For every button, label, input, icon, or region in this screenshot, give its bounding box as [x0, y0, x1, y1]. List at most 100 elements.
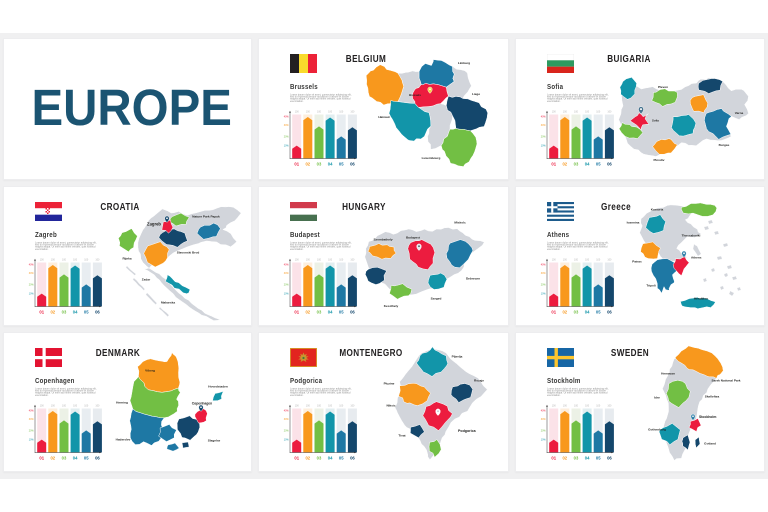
- svg-text:Ioannina: Ioannina: [627, 221, 640, 225]
- svg-text:02: 02: [562, 162, 567, 167]
- svg-text:03: 03: [317, 456, 322, 461]
- svg-text:100: 100: [317, 259, 322, 262]
- svg-text:Zadar: Zadar: [142, 278, 151, 282]
- svg-text:Stockholm: Stockholm: [699, 415, 716, 419]
- svg-text:20%: 20%: [284, 430, 290, 433]
- svg-text:01: 01: [294, 162, 299, 167]
- svg-text:100: 100: [328, 405, 333, 408]
- svg-text:05: 05: [84, 310, 89, 315]
- svg-text:100: 100: [306, 259, 311, 262]
- svg-text:100: 100: [585, 259, 590, 262]
- svg-text:100: 100: [328, 111, 333, 114]
- svg-text:100: 100: [295, 259, 300, 262]
- svg-text:Viborg: Viborg: [145, 369, 155, 373]
- svg-text:02: 02: [562, 310, 567, 315]
- svg-text:06: 06: [350, 162, 355, 167]
- svg-text:Tivat: Tivat: [398, 434, 405, 438]
- svg-text:100: 100: [574, 111, 579, 114]
- svg-text:01: 01: [39, 456, 44, 461]
- svg-text:05: 05: [596, 162, 601, 167]
- svg-text:05: 05: [339, 162, 344, 167]
- svg-text:100: 100: [73, 405, 78, 408]
- svg-text:05: 05: [84, 456, 89, 461]
- svg-text:Pluzine: Pluzine: [384, 382, 395, 386]
- svg-text:01: 01: [551, 162, 556, 167]
- svg-text:Skelleftea: Skelleftea: [705, 395, 720, 399]
- svg-text:100: 100: [574, 405, 579, 408]
- svg-text:30%: 30%: [541, 418, 547, 421]
- svg-text:100: 100: [596, 405, 601, 408]
- svg-text:100: 100: [552, 405, 557, 408]
- svg-text:30%: 30%: [29, 418, 35, 421]
- svg-text:30%: 30%: [541, 272, 547, 275]
- svg-text:100: 100: [339, 405, 344, 408]
- svg-text:40%: 40%: [284, 409, 290, 412]
- svg-text:100: 100: [574, 259, 579, 262]
- svg-text:Rozaje: Rozaje: [474, 379, 484, 383]
- svg-text:Patras: Patras: [632, 260, 642, 264]
- svg-text:03: 03: [574, 310, 579, 315]
- svg-text:30%: 30%: [284, 418, 290, 421]
- svg-text:04: 04: [328, 310, 333, 315]
- svg-text:100: 100: [40, 259, 45, 262]
- svg-text:03: 03: [574, 162, 579, 167]
- svg-text:Szombathely: Szombathely: [373, 238, 392, 242]
- svg-text:04: 04: [585, 456, 590, 461]
- svg-text:100: 100: [596, 259, 601, 262]
- svg-text:Podgorica: Podgorica: [458, 429, 477, 433]
- svg-text:Hainaut: Hainaut: [378, 115, 389, 119]
- svg-text:100: 100: [350, 405, 355, 408]
- svg-text:20%: 20%: [541, 430, 547, 433]
- svg-text:100: 100: [306, 405, 311, 408]
- svg-text:30%: 30%: [541, 124, 547, 127]
- svg-text:05: 05: [596, 310, 601, 315]
- svg-text:Budapest: Budapest: [406, 236, 420, 240]
- svg-text:Tripoli: Tripoli: [646, 284, 655, 288]
- svg-text:100: 100: [62, 405, 67, 408]
- svg-text:Slagelse: Slagelse: [208, 439, 221, 443]
- svg-text:Liege: Liege: [472, 92, 480, 96]
- svg-text:10%: 10%: [541, 293, 547, 296]
- svg-text:10%: 10%: [29, 293, 35, 296]
- svg-text:Burgas: Burgas: [719, 143, 730, 147]
- svg-text:100: 100: [596, 111, 601, 114]
- svg-text:30%: 30%: [284, 124, 290, 127]
- svg-text:100: 100: [317, 111, 322, 114]
- svg-text:100: 100: [607, 405, 612, 408]
- svg-text:20%: 20%: [284, 136, 290, 139]
- svg-text:Sarek National Park: Sarek National Park: [711, 379, 740, 383]
- svg-text:04: 04: [328, 456, 333, 461]
- svg-text:40%: 40%: [541, 409, 547, 412]
- svg-text:Athens: Athens: [691, 256, 702, 260]
- svg-text:100: 100: [607, 259, 612, 262]
- svg-text:Keszthely: Keszthely: [384, 304, 399, 308]
- svg-text:20%: 20%: [29, 284, 35, 287]
- svg-text:Makarska: Makarska: [161, 301, 175, 305]
- svg-text:Nature Park Papuk: Nature Park Papuk: [192, 215, 220, 219]
- svg-text:Rijeka: Rijeka: [122, 257, 131, 261]
- svg-text:Gotland: Gotland: [704, 442, 716, 446]
- svg-text:30%: 30%: [284, 272, 290, 275]
- svg-text:10%: 10%: [541, 439, 547, 442]
- svg-text:06: 06: [350, 310, 355, 315]
- svg-text:100: 100: [51, 259, 56, 262]
- svg-text:01: 01: [551, 456, 556, 461]
- svg-text:06: 06: [607, 162, 612, 167]
- svg-text:100: 100: [563, 111, 568, 114]
- svg-text:40%: 40%: [541, 115, 547, 118]
- svg-text:Heraklion: Heraklion: [694, 297, 708, 301]
- svg-text:100: 100: [563, 259, 568, 262]
- svg-text:Herning: Herning: [116, 401, 128, 405]
- svg-text:100: 100: [350, 111, 355, 114]
- svg-text:Hovedstaden: Hovedstaden: [208, 385, 228, 389]
- svg-text:100: 100: [306, 111, 311, 114]
- svg-text:Thessaloniki: Thessaloniki: [682, 234, 701, 238]
- svg-text:01: 01: [294, 310, 299, 315]
- svg-text:03: 03: [62, 456, 67, 461]
- svg-text:100: 100: [62, 259, 67, 262]
- svg-text:06: 06: [607, 456, 612, 461]
- svg-text:40%: 40%: [284, 263, 290, 266]
- svg-text:04: 04: [73, 456, 78, 461]
- svg-text:10%: 10%: [284, 439, 290, 442]
- svg-text:10%: 10%: [541, 145, 547, 148]
